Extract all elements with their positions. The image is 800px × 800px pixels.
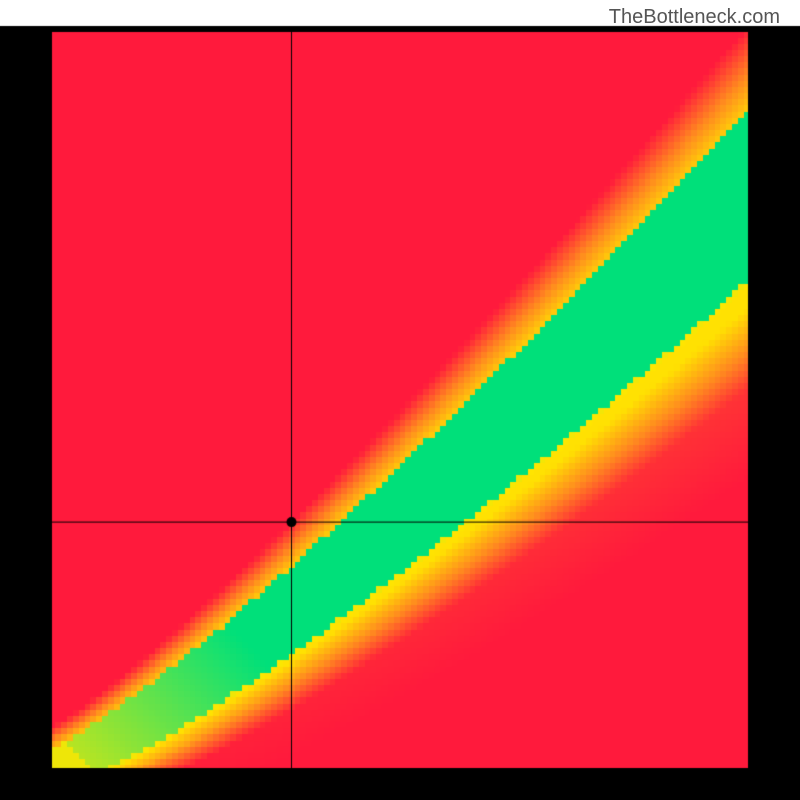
heatmap-canvas [0, 0, 800, 800]
chart-container: TheBottleneck.com [0, 0, 800, 800]
watermark-text: TheBottleneck.com [609, 6, 780, 29]
